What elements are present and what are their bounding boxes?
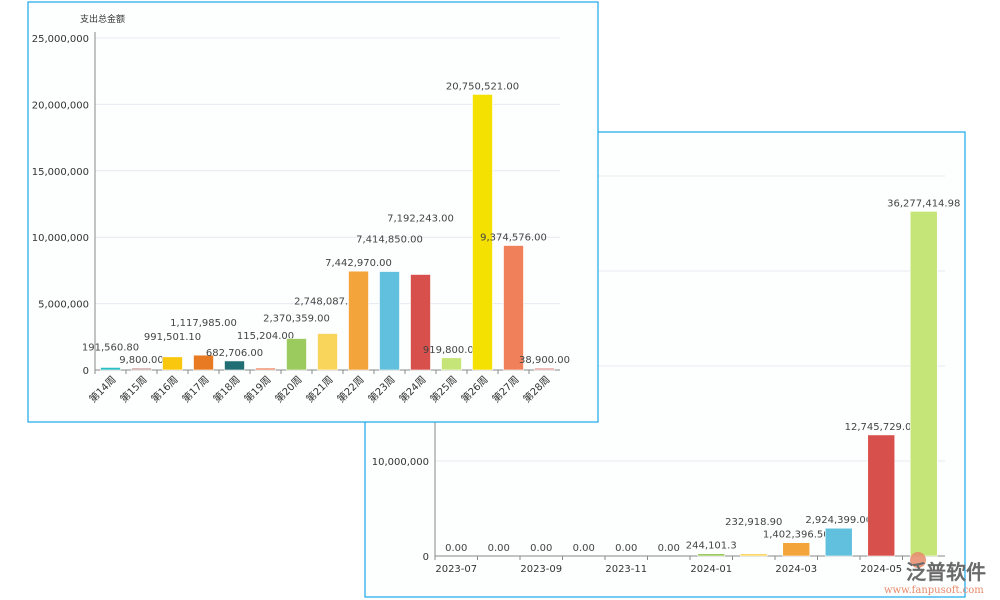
- data-label: 0.00: [573, 543, 595, 554]
- bar: [472, 94, 493, 371]
- bar: [410, 274, 431, 371]
- bar: [909, 211, 938, 557]
- data-label: 9,800.00: [119, 355, 164, 366]
- data-label: 2,924,399.00: [805, 515, 872, 526]
- x-tick-label: 2024-05: [860, 564, 902, 575]
- bar: [503, 245, 524, 371]
- data-label: 12,745,729.00: [845, 422, 918, 433]
- data-label: 0.00: [658, 543, 680, 554]
- x-tick-label: 2024-03: [775, 564, 817, 575]
- data-label: 20,750,521.00: [446, 81, 519, 92]
- x-tick-label: 2023-11: [605, 564, 647, 575]
- x-tick-label: 2023-09: [520, 564, 562, 575]
- bar: [348, 270, 369, 371]
- logo-brand: 泛普软件: [906, 560, 986, 584]
- weekly-chart: 0 5,000,000 10,000,000 15,000,000 20,000,000…: [27, 1, 599, 423]
- data-label: 38,900.00: [519, 355, 570, 366]
- bar: [441, 357, 462, 371]
- bar: [867, 434, 896, 557]
- data-label: 7,414,850.00: [356, 235, 423, 246]
- bar: [782, 542, 811, 557]
- data-label: 9,374,576.00: [480, 233, 547, 244]
- bar: [162, 356, 183, 371]
- bar: [824, 527, 853, 557]
- bar: [131, 367, 152, 371]
- data-label: 0.00: [530, 543, 552, 554]
- data-label: 2,370,359.00: [263, 314, 330, 325]
- bar: [317, 333, 338, 371]
- data-label: 2,748,087.00: [294, 297, 361, 308]
- bar: [697, 553, 726, 557]
- x-tick-label: 2023-07: [435, 564, 477, 575]
- y-tick-label: 15,000,000: [32, 167, 89, 178]
- data-label: 115,204.00: [237, 331, 294, 342]
- data-label: 991,501.10: [144, 332, 201, 343]
- data-label: 0.00: [615, 543, 637, 554]
- data-label: 36,277,414.98: [887, 198, 960, 209]
- data-label: 1,402,396.50: [763, 530, 830, 541]
- data-label: 1,117,985.00: [170, 318, 237, 329]
- data-label: 682,706.00: [206, 348, 263, 359]
- y-axis-title: 支出总金额: [80, 13, 125, 25]
- y-tick-label: 0: [423, 552, 429, 563]
- y-tick-label: 25,000,000: [32, 34, 89, 45]
- logo-icon: [910, 552, 926, 568]
- bar: [739, 553, 768, 557]
- x-tick-label: 2024-01: [690, 564, 732, 575]
- bar: [100, 367, 121, 371]
- data-label: 7,192,243.00: [387, 213, 454, 224]
- bar: [286, 338, 307, 371]
- data-label: 919,800.00: [423, 345, 480, 356]
- data-label: 0.00: [488, 543, 510, 554]
- data-label: 0.00: [445, 543, 467, 554]
- chart-frame: [27, 1, 599, 423]
- y-tick-label: 10,000,000: [372, 457, 429, 468]
- y-tick-label: 0: [83, 366, 89, 377]
- data-label: 191,560.80: [82, 342, 139, 353]
- bar: [255, 367, 276, 371]
- bar: [193, 354, 214, 371]
- y-tick-label: 10,000,000: [32, 233, 89, 244]
- bar: [224, 360, 245, 371]
- data-label: 232,918.90: [725, 517, 782, 528]
- data-label: 244,101.3: [686, 541, 737, 552]
- bar: [379, 271, 400, 371]
- data-label: 7,442,970.00: [325, 258, 392, 269]
- logo-url: www.fanpusoft.com: [884, 585, 984, 596]
- y-tick-label: 5,000,000: [38, 300, 89, 311]
- bar: [534, 367, 555, 371]
- y-tick-label: 20,000,000: [32, 100, 89, 111]
